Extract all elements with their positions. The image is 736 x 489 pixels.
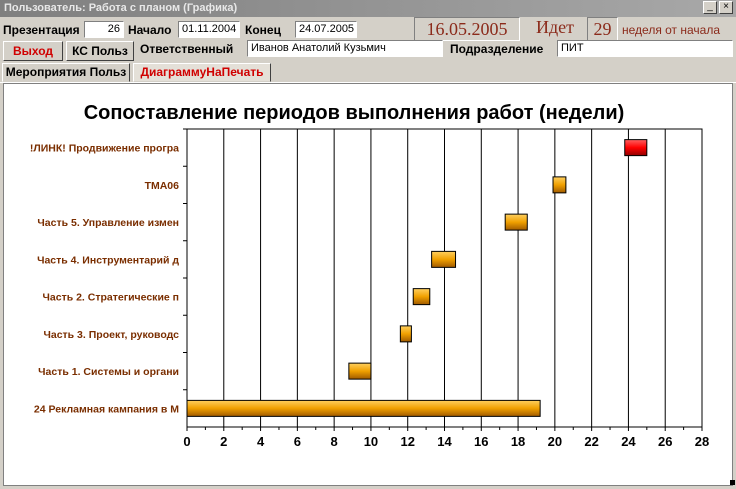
department-field[interactable]: ПИТ xyxy=(557,40,733,57)
window-title: Пользователь: Работа с планом (Графика) xyxy=(4,2,238,14)
x-tick-label: 2 xyxy=(220,434,227,449)
week-number: 29 xyxy=(587,17,618,41)
x-tick-label: 6 xyxy=(294,434,301,449)
task-label: Часть 2. Стратегические п xyxy=(43,292,179,304)
window-titlebar: Пользователь: Работа с планом (Графика) xyxy=(0,0,736,17)
x-tick-label: 4 xyxy=(257,434,265,449)
task-bar xyxy=(186,399,541,417)
task-bar xyxy=(431,250,457,268)
x-tick-label: 14 xyxy=(437,434,452,449)
tab-events[interactable]: Мероприятия Польз xyxy=(2,63,130,82)
close-icon[interactable]: × xyxy=(719,1,733,14)
task-label: Часть 3. Проект, руководс xyxy=(43,329,179,341)
x-tick-label: 18 xyxy=(511,434,525,449)
x-tick-label: 24 xyxy=(621,434,636,449)
presentation-field[interactable]: 26 xyxy=(84,21,124,38)
week-suffix: неделя от начала xyxy=(622,23,721,37)
end-date-field[interactable]: 24.07.2005 xyxy=(295,21,357,38)
tab-divider xyxy=(0,82,736,83)
task-bar xyxy=(412,288,431,306)
x-tick-label: 8 xyxy=(331,434,338,449)
start-date-field[interactable]: 01.11.2004 xyxy=(178,21,240,38)
x-tick-label: 10 xyxy=(364,434,378,449)
task-bar xyxy=(504,213,528,231)
x-tick-label: 0 xyxy=(183,434,190,449)
task-label: Часть 4. Инструментарий д xyxy=(37,254,179,266)
current-date: 16.05.2005 xyxy=(414,17,520,41)
task-bar xyxy=(348,362,372,380)
x-tick-label: 12 xyxy=(400,434,414,449)
presentation-label: Презентация xyxy=(3,23,80,37)
task-label: 24 Рекламная кампания в М xyxy=(34,403,179,415)
task-label: ТМА06 xyxy=(145,180,180,192)
tab-diagram-print[interactable]: ДиаграммуНаПечать xyxy=(133,63,271,82)
x-tick-label: 22 xyxy=(584,434,598,449)
responsible-label: Ответственный xyxy=(140,42,234,56)
responsible-field[interactable]: Иванов Анатолий Кузьмич xyxy=(247,40,443,57)
department-label: Подразделение xyxy=(450,42,544,56)
task-bar xyxy=(399,325,412,343)
task-bar-highlight xyxy=(624,139,648,157)
resize-grip[interactable] xyxy=(730,480,735,485)
task-bar xyxy=(552,176,567,194)
task-label: Часть 5. Управление измен xyxy=(37,217,179,229)
task-label: Часть 1. Системы и органи xyxy=(38,366,179,378)
exit-button[interactable]: Выход xyxy=(3,41,63,61)
gantt-chart: 0 2 4 6 8 10 12 14 16 18 20 22 24 26 28!ЛИНК! Продвиже… xyxy=(30,128,709,449)
going-label: Идет xyxy=(536,17,575,37)
ks-button[interactable]: КС Польз xyxy=(66,41,134,61)
x-tick-label: 26 xyxy=(658,434,672,449)
x-tick-label: 16 xyxy=(474,434,488,449)
end-label: Конец xyxy=(245,23,281,37)
x-tick-label: 20 xyxy=(548,434,562,449)
chart-title: Сопоставление периодов выполнения работ … xyxy=(83,102,625,124)
task-label: !ЛИНК! Продвижение програ xyxy=(30,143,179,155)
x-tick-label: 28 xyxy=(695,434,709,449)
minimize-icon[interactable]: _ xyxy=(703,1,717,14)
chart-panel: Сопоставление периодов выполнения работ … xyxy=(3,83,733,486)
start-label: Начало xyxy=(128,23,172,37)
